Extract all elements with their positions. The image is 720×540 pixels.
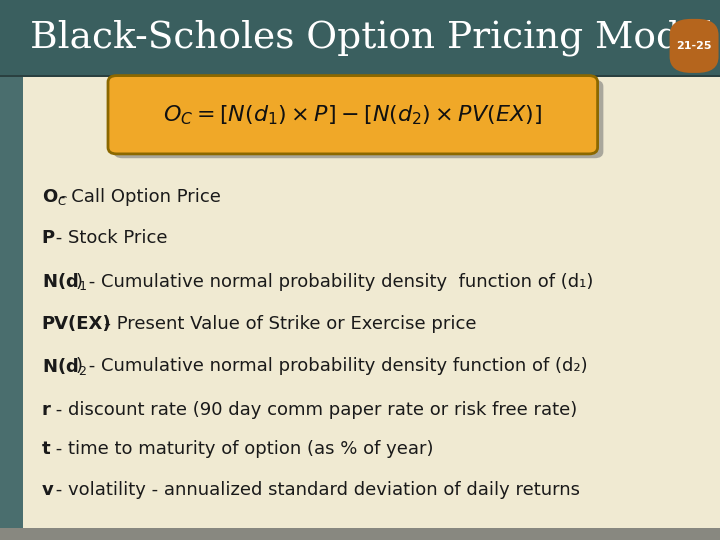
FancyBboxPatch shape (670, 19, 719, 73)
Text: O$_C$: O$_C$ (42, 187, 68, 207)
Text: $O_C = \left[N(d_1) \times P\right] - \left[N(d_2) \times PV(EX)\right]$: $O_C = \left[N(d_1) \times P\right] - \l… (163, 103, 542, 126)
Text: P: P (42, 228, 55, 247)
Text: - time to maturity of option (as % of year): - time to maturity of option (as % of ye… (50, 440, 433, 458)
Text: v: v (42, 481, 53, 500)
Bar (23, 75, 720, 528)
Text: - discount rate (90 day comm paper rate or risk free rate): - discount rate (90 day comm paper rate … (50, 401, 577, 420)
Bar (0, 0, 720, 75)
Text: PV(EX): PV(EX) (42, 315, 112, 333)
Text: r: r (42, 401, 50, 420)
Text: ) - Cumulative normal probability density function of (d₂): ) - Cumulative normal probability densit… (76, 357, 588, 375)
Text: ) - Cumulative normal probability density  function of (d₁): ) - Cumulative normal probability densit… (76, 273, 593, 291)
Text: t: t (42, 440, 50, 458)
Text: N(d$_2$: N(d$_2$ (42, 356, 87, 376)
Text: - Call Option Price: - Call Option Price (59, 188, 220, 206)
Bar (0, 75, 720, 77)
Bar (0, 75, 23, 528)
Text: N(d$_1$: N(d$_1$ (42, 272, 87, 292)
Text: Black-Scholes Option Pricing Model: Black-Scholes Option Pricing Model (30, 19, 714, 56)
Bar (0, 528, 720, 540)
Text: 21-25: 21-25 (676, 41, 712, 51)
Text: - Present Value of Strike or Exercise price: - Present Value of Strike or Exercise pr… (93, 315, 476, 333)
Text: - Stock Price: - Stock Price (50, 228, 168, 247)
FancyBboxPatch shape (114, 80, 603, 158)
Text: - volatility - annualized standard deviation of daily returns: - volatility - annualized standard devia… (50, 481, 580, 500)
FancyBboxPatch shape (108, 76, 598, 154)
